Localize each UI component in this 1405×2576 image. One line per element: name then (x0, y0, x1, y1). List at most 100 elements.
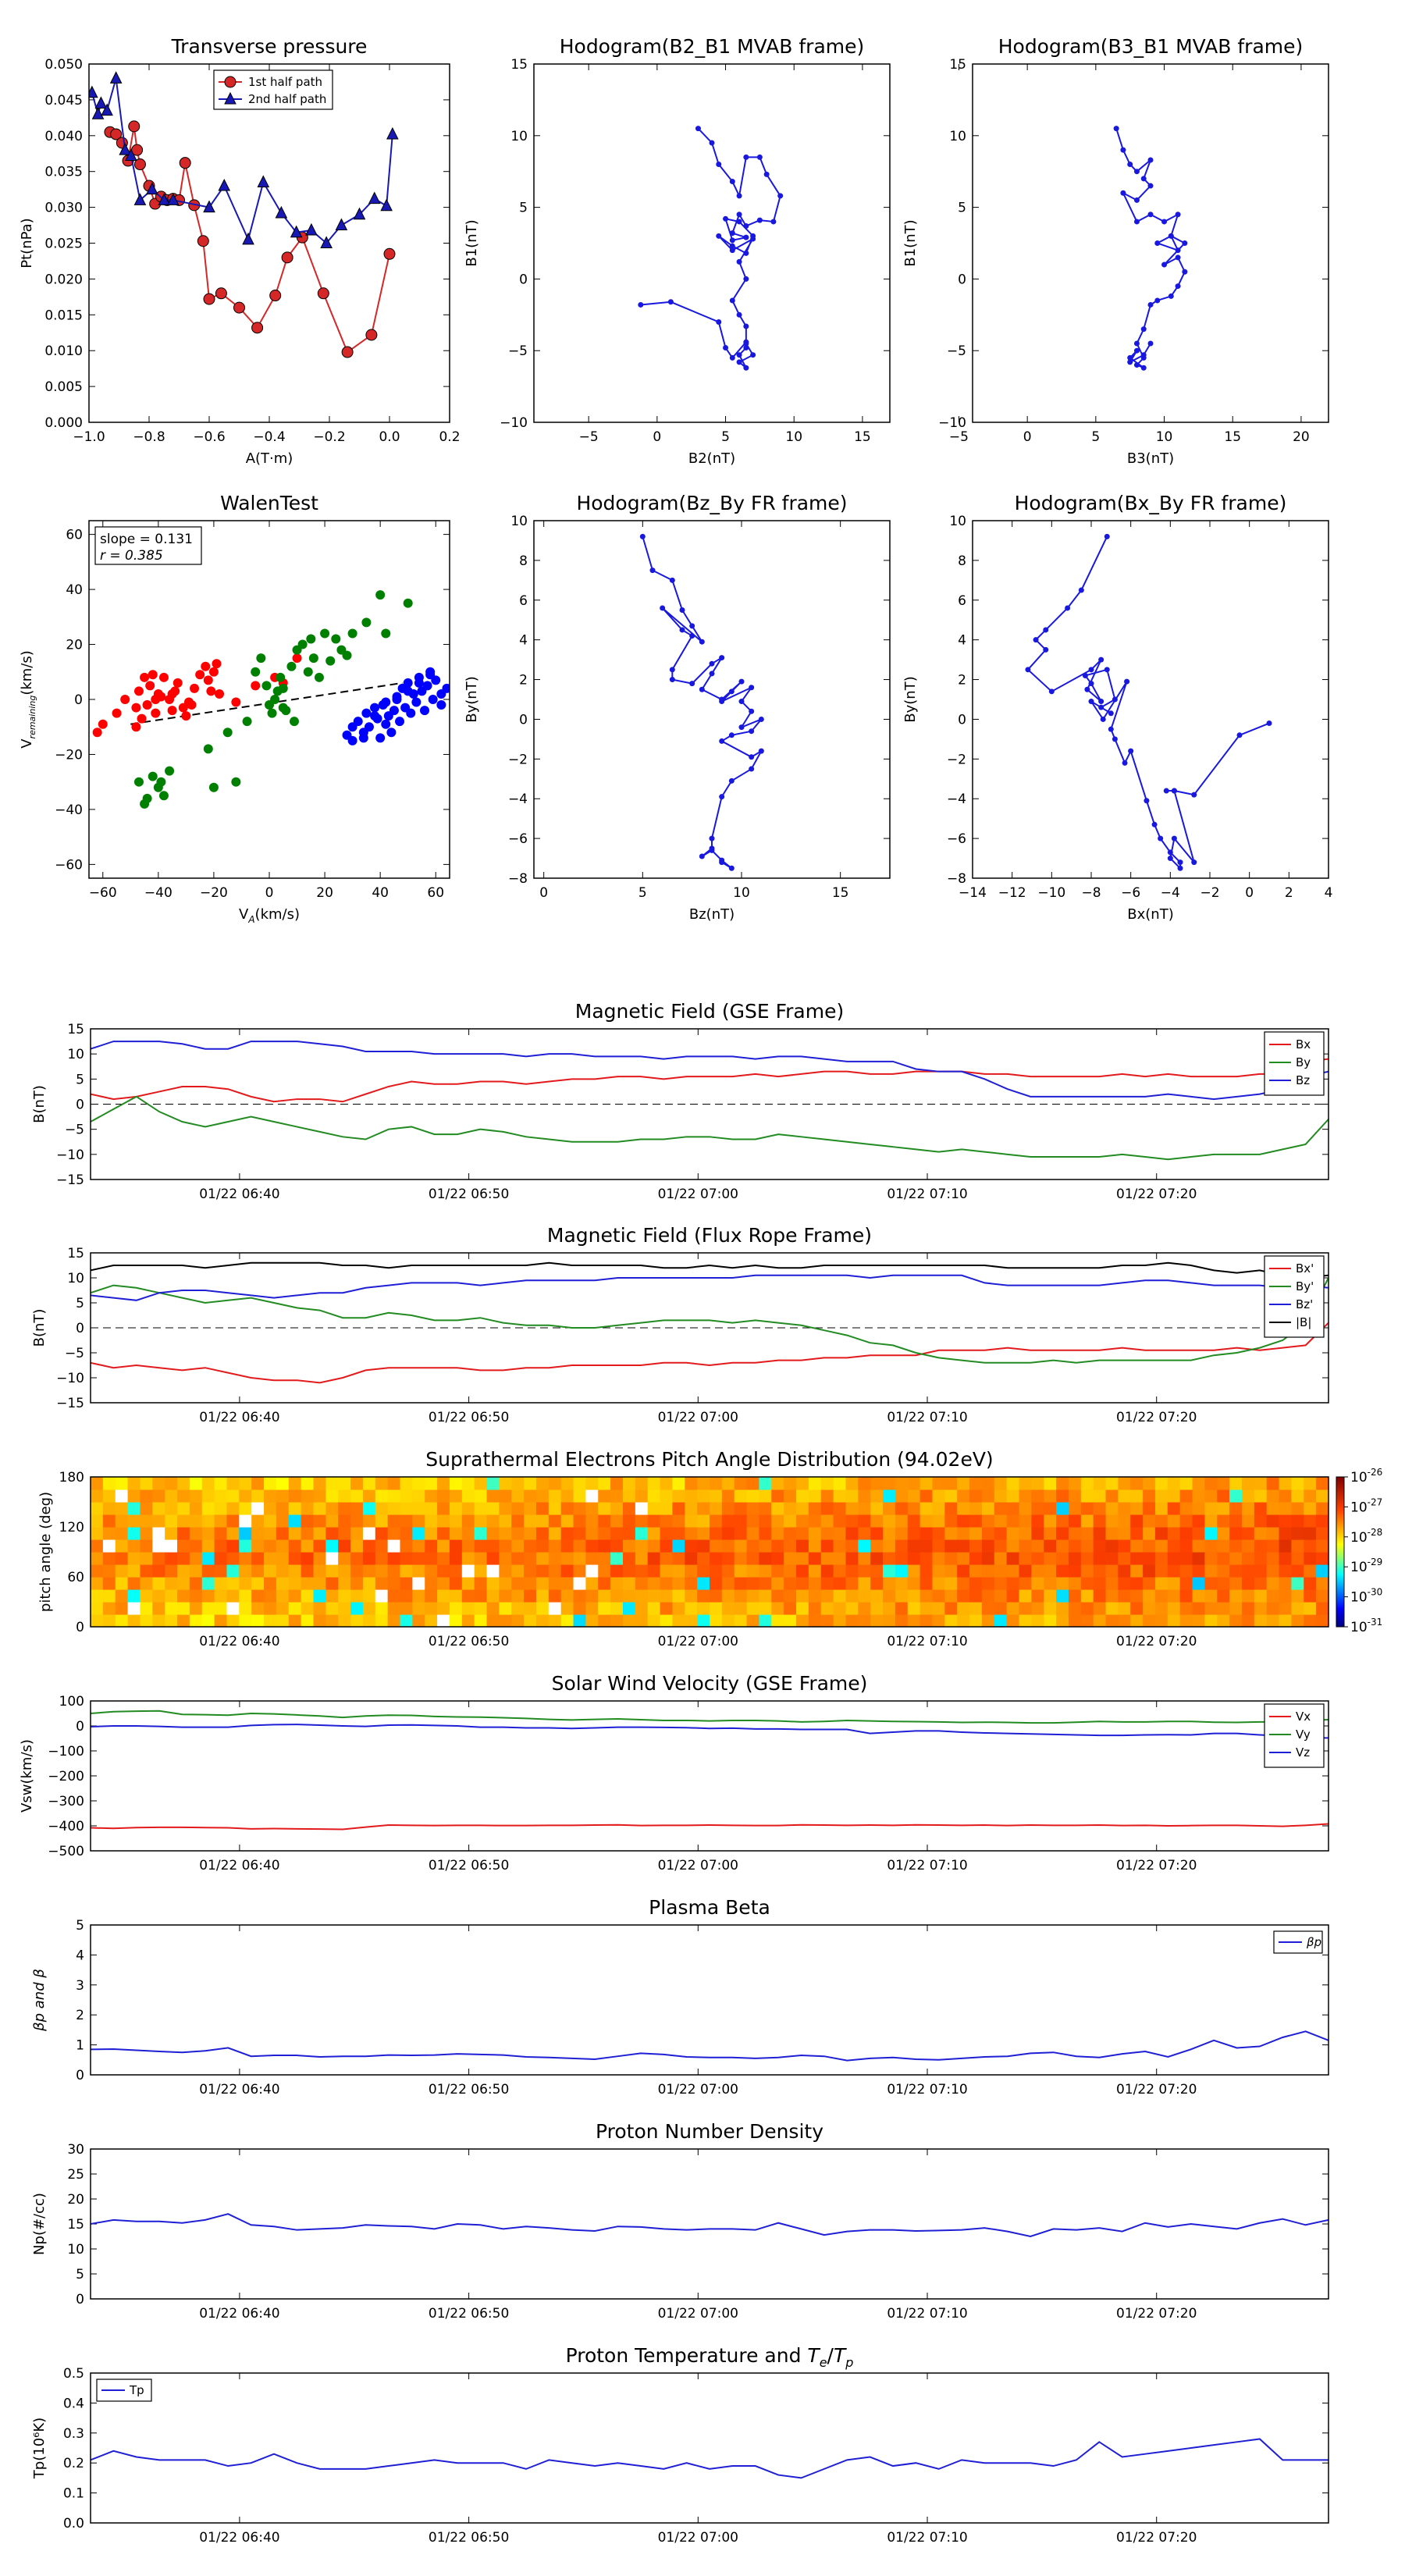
heatmap-cell (994, 1539, 1008, 1553)
data-point (743, 339, 749, 345)
heatmap-cell (437, 1589, 450, 1603)
legend-label: Vx (1296, 1710, 1311, 1724)
heatmap-cell (548, 1477, 562, 1490)
heatmap-cell (1019, 1477, 1032, 1490)
data-point (689, 623, 695, 629)
plot-frame (90, 1028, 1329, 1180)
heatmap-cell (610, 1614, 624, 1627)
data-point (233, 301, 245, 314)
heatmap-cell (548, 1502, 562, 1515)
heatmap-cell (535, 1477, 550, 1490)
heatmap-cell (660, 1489, 674, 1503)
data-point (197, 235, 209, 247)
heatmap-cell (870, 1514, 884, 1528)
heatmap-cell (919, 1577, 934, 1590)
heatmap-cell (647, 1514, 661, 1528)
heatmap-cell (1279, 1589, 1293, 1603)
data-point (729, 230, 735, 237)
heatmap-cell (1019, 1502, 1032, 1515)
x-tick-label: 01/22 06:50 (429, 1858, 509, 1873)
scatter-point-red (181, 711, 191, 721)
y-tick-label: −200 (48, 1769, 84, 1784)
panel-title: Hodogram(Bx_By FR frame) (1015, 492, 1287, 514)
data-point (1236, 732, 1243, 738)
y-tick-label: 10 (510, 129, 528, 144)
heatmap-cell (1192, 1552, 1205, 1565)
heatmap-cell (152, 1589, 165, 1603)
data-point (1124, 678, 1130, 685)
data-point (723, 215, 729, 222)
heatmap-cell (425, 1614, 438, 1627)
heatmap-cell (276, 1614, 290, 1627)
heatmap-cell (524, 1589, 537, 1603)
heatmap-cell (499, 1539, 512, 1553)
heatmap-cell (177, 1502, 190, 1515)
heatmap-cell (1179, 1502, 1193, 1515)
data-point (750, 236, 756, 242)
y-tick-label: 2 (519, 673, 528, 688)
heatmap-cell (1044, 1527, 1057, 1540)
heatmap-cell (548, 1564, 562, 1578)
panel-tp_temp: 01/22 06:40 01/22 06:50 01/22 07:00 01/22 0… (31, 2344, 1329, 2546)
heatmap-cell (177, 1564, 190, 1578)
y-tick-label: 0.0 (63, 2516, 84, 2532)
panel-h21: Hodogram(B2_B1 MVAB frame)−5 0 5 10 15−10−50… (464, 35, 891, 467)
heatmap-cell (362, 1514, 376, 1528)
y-tick-label: −10 (56, 1371, 84, 1386)
heatmap-cell (697, 1577, 710, 1590)
heatmap-cell (1192, 1564, 1205, 1578)
heatmap-cell (1229, 1477, 1243, 1490)
heatmap-cell (362, 1602, 376, 1615)
heatmap-cell (115, 1564, 129, 1578)
heatmap-cell (1093, 1527, 1107, 1540)
heatmap-cell (1217, 1614, 1230, 1627)
x-tick-label: −0.6 (193, 429, 225, 445)
heatmap-cell (1167, 1489, 1181, 1503)
heatmap-cell (895, 1614, 909, 1627)
heatmap-cell (895, 1577, 909, 1590)
data-point (729, 297, 735, 304)
heatmap-cell (165, 1527, 178, 1540)
heatmap-cell (1019, 1552, 1032, 1565)
heatmap-cell (784, 1502, 797, 1515)
heatmap-cell (870, 1564, 884, 1578)
heatmap-cell (919, 1602, 934, 1615)
y-tick-label: −300 (48, 1794, 84, 1809)
x-tick-label: 01/22 07:00 (658, 2306, 738, 2322)
heatmap-cell (895, 1602, 909, 1615)
scatter-point-green (381, 628, 391, 639)
y-tick-label: 0 (76, 1719, 84, 1735)
heatmap-cell (474, 1514, 488, 1528)
heatmap-cell (1154, 1552, 1168, 1565)
data-point (305, 222, 318, 236)
heatmap-cell (524, 1564, 537, 1578)
x-tick-label: 2 (1285, 885, 1293, 901)
heatmap-cell (325, 1539, 339, 1553)
heatmap-cell (400, 1539, 413, 1553)
heatmap-cell (338, 1514, 351, 1528)
x-tick-label: 0.0 (379, 429, 400, 445)
y-axis-label: B1(nT) (464, 219, 480, 266)
scatter-point-blue (347, 722, 357, 732)
heatmap-cell (1192, 1489, 1205, 1503)
heatmap-cell (883, 1514, 896, 1528)
data-point (1078, 587, 1084, 593)
heatmap-cell (1080, 1614, 1094, 1627)
heatmap-cell (858, 1527, 871, 1540)
heatmap-cell (759, 1527, 772, 1540)
y-tick-label: −60 (55, 857, 83, 873)
data-point (380, 198, 393, 212)
heatmap-cell (461, 1527, 475, 1540)
data-point (1098, 704, 1104, 710)
heatmap-cell (907, 1539, 921, 1553)
heatmap-cell (883, 1539, 896, 1553)
heatmap-cell (1254, 1514, 1268, 1528)
heatmap-cell (499, 1514, 512, 1528)
heatmap-cell (560, 1477, 574, 1490)
heatmap-cell (1304, 1527, 1317, 1540)
heatmap-cell (437, 1489, 450, 1503)
data-point (386, 126, 399, 140)
heatmap-cell (1056, 1564, 1069, 1578)
heatmap-cell (845, 1477, 859, 1490)
heatmap-cell (969, 1477, 983, 1490)
